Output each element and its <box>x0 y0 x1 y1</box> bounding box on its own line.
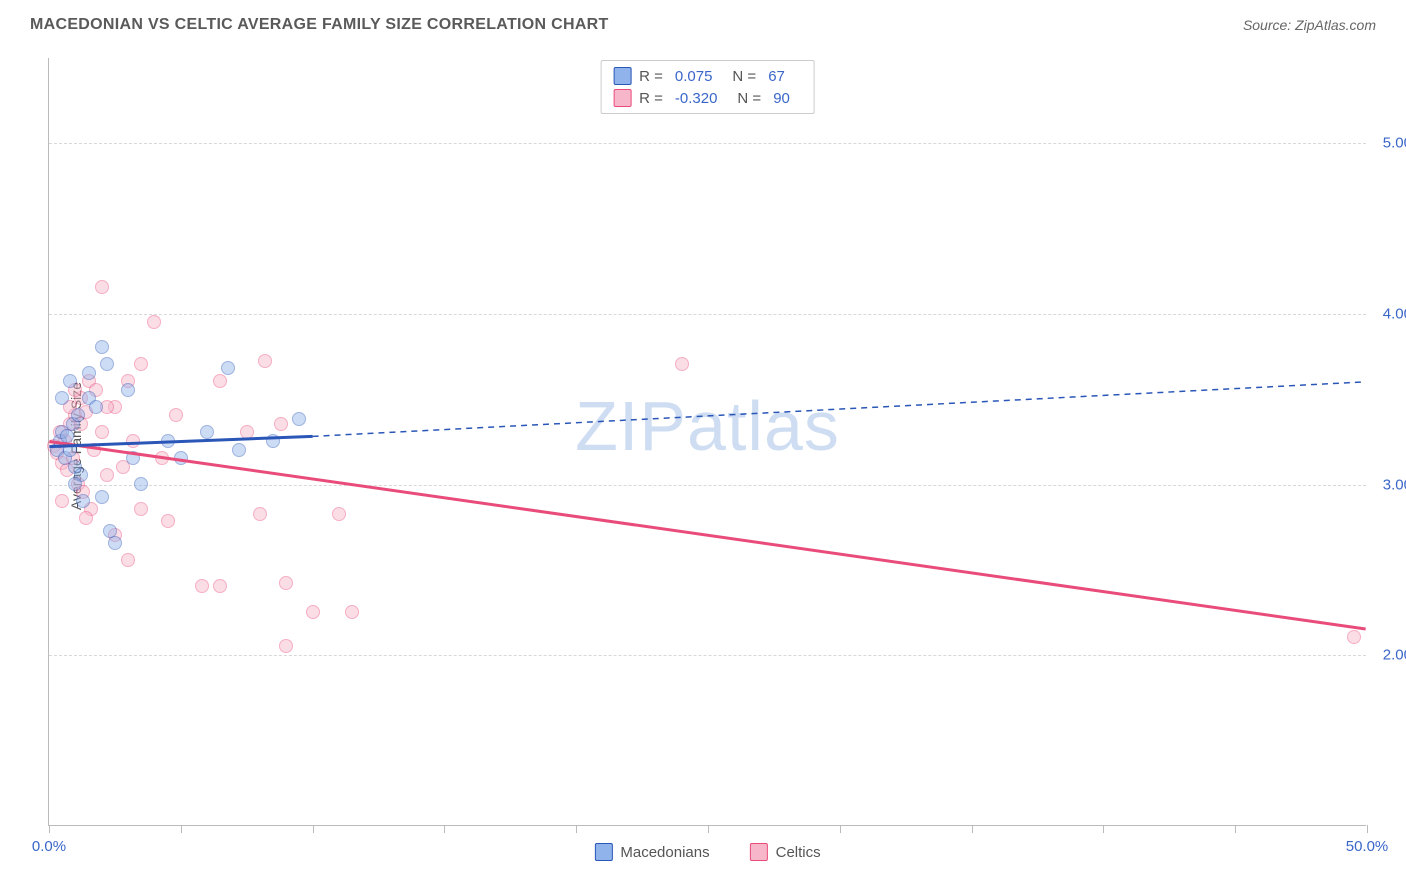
point-macedonians <box>68 477 82 491</box>
point-macedonians <box>76 494 90 508</box>
point-macedonians <box>200 425 214 439</box>
point-macedonians <box>134 477 148 491</box>
point-celtics <box>213 579 227 593</box>
point-macedonians <box>174 451 188 465</box>
y-tick-label: 5.00 <box>1383 135 1406 152</box>
point-macedonians <box>60 429 74 443</box>
legend-row-pink: R = -0.320 N = 90 <box>613 87 802 109</box>
point-celtics <box>161 514 175 528</box>
point-macedonians <box>63 374 77 388</box>
swatch-blue <box>594 843 612 861</box>
gridline-h <box>49 143 1366 144</box>
gridline-h <box>49 314 1366 315</box>
point-celtics <box>240 425 254 439</box>
point-celtics <box>134 357 148 371</box>
point-celtics <box>100 468 114 482</box>
point-celtics <box>675 357 689 371</box>
legend-item-celtics: Celtics <box>750 843 821 861</box>
x-tick <box>1235 825 1236 833</box>
point-celtics <box>126 434 140 448</box>
point-celtics <box>155 451 169 465</box>
point-macedonians <box>63 443 77 457</box>
point-celtics <box>134 502 148 516</box>
chart-title: MACEDONIAN VS CELTIC AVERAGE FAMILY SIZE… <box>30 16 609 34</box>
point-macedonians <box>232 443 246 457</box>
x-tick <box>576 825 577 833</box>
gridline-h <box>49 485 1366 486</box>
point-macedonians <box>121 383 135 397</box>
point-celtics <box>79 511 93 525</box>
point-macedonians <box>89 400 103 414</box>
gridline-h <box>49 655 1366 656</box>
point-celtics <box>332 507 346 521</box>
y-tick-label: 3.00 <box>1383 476 1406 493</box>
swatch-blue <box>613 67 631 85</box>
x-tick <box>49 825 50 833</box>
point-celtics <box>1347 630 1361 644</box>
point-celtics <box>169 408 183 422</box>
swatch-pink <box>750 843 768 861</box>
point-celtics <box>279 639 293 653</box>
correlation-legend: R = 0.075 N = 67 R = -0.320 N = 90 <box>600 60 815 114</box>
x-tick <box>1103 825 1104 833</box>
point-celtics <box>213 374 227 388</box>
point-macedonians <box>82 366 96 380</box>
x-tick <box>181 825 182 833</box>
point-macedonians <box>221 361 235 375</box>
point-celtics <box>147 315 161 329</box>
point-celtics <box>195 579 209 593</box>
point-macedonians <box>95 490 109 504</box>
point-macedonians <box>292 412 306 426</box>
x-tick <box>972 825 973 833</box>
point-macedonians <box>71 408 85 422</box>
point-celtics <box>121 553 135 567</box>
point-celtics <box>274 417 288 431</box>
point-celtics <box>55 494 69 508</box>
chart-header: MACEDONIAN VS CELTIC AVERAGE FAMILY SIZE… <box>0 0 1406 40</box>
point-celtics <box>87 443 101 457</box>
point-macedonians <box>108 536 122 550</box>
x-tick-label: 50.0% <box>1346 838 1389 855</box>
point-celtics <box>279 576 293 590</box>
x-tick <box>840 825 841 833</box>
watermark: ZIPatlas <box>575 386 840 466</box>
point-celtics <box>306 605 320 619</box>
y-tick-label: 2.00 <box>1383 647 1406 664</box>
point-macedonians <box>95 340 109 354</box>
point-macedonians <box>55 391 69 405</box>
point-macedonians <box>100 357 114 371</box>
swatch-pink <box>613 89 631 107</box>
x-tick-label: 0.0% <box>32 838 66 855</box>
x-tick <box>708 825 709 833</box>
x-tick <box>1367 825 1368 833</box>
point-celtics <box>258 354 272 368</box>
chart-plot-area: ZIPatlas 2.003.004.005.00 R = 0.075 N = … <box>48 58 1366 826</box>
x-tick <box>444 825 445 833</box>
point-celtics <box>95 425 109 439</box>
legend-row-blue: R = 0.075 N = 67 <box>613 65 802 87</box>
point-macedonians <box>161 434 175 448</box>
point-macedonians <box>126 451 140 465</box>
legend-item-macedonians: Macedonians <box>594 843 709 861</box>
point-celtics <box>253 507 267 521</box>
point-celtics <box>95 280 109 294</box>
series-legend: Macedonians Celtics <box>594 843 820 861</box>
x-tick <box>313 825 314 833</box>
regression-lines <box>49 58 1366 825</box>
point-macedonians <box>266 434 280 448</box>
y-tick-label: 4.00 <box>1383 306 1406 323</box>
point-celtics <box>345 605 359 619</box>
chart-source: Source: ZipAtlas.com <box>1243 17 1376 33</box>
